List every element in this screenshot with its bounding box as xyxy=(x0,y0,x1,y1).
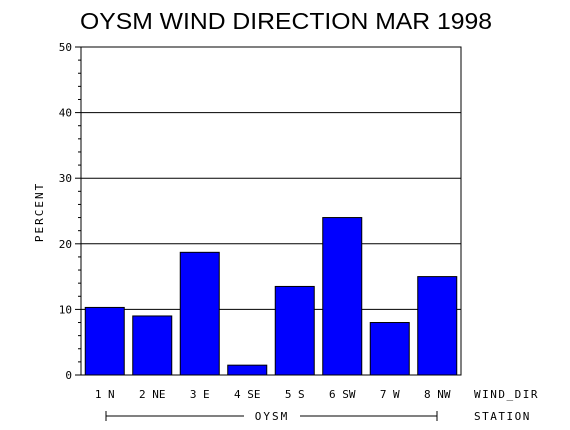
bar-3-e xyxy=(179,251,220,376)
x-tick-label: 1 N xyxy=(95,388,115,401)
x-tick-label: 6 SW xyxy=(329,388,356,401)
x-tick-label: 3 E xyxy=(190,388,210,401)
bar-5-s xyxy=(274,285,315,376)
chart-title: OYSM WIND DIRECTION MAR 1998 xyxy=(80,8,492,34)
bar-6-sw xyxy=(322,217,363,376)
y-tick-label: 50 xyxy=(59,41,72,54)
x-axis-label: WIND_DIR xyxy=(474,388,539,401)
bar-2-ne xyxy=(132,315,173,376)
bar-8-nw xyxy=(417,276,458,376)
x-tick-labels: 1 N 2 NE 3 E 4 SE 5 S 6 SW 7 W 8 NW xyxy=(95,388,451,401)
gridlines xyxy=(81,46,461,310)
bar-1-n xyxy=(84,306,125,376)
station-name: OYSM xyxy=(255,410,290,423)
y-tick-label: 10 xyxy=(59,303,72,316)
x-tick-label: 8 NW xyxy=(424,388,451,401)
x-tick-label: 7 W xyxy=(380,388,400,401)
bars xyxy=(84,217,458,376)
plot-frame xyxy=(80,46,462,376)
bar-7-w xyxy=(369,322,410,376)
y-tick-label: 20 xyxy=(59,238,72,251)
y-tick-label: 30 xyxy=(59,172,72,185)
x-tick-label: 4 SE xyxy=(234,388,261,401)
y-axis-ticks xyxy=(75,46,81,376)
y-axis-label: PERCENT xyxy=(33,182,46,242)
x-tick-label: 5 S xyxy=(285,388,305,401)
x-tick-label: 2 NE xyxy=(139,388,166,401)
station-bracket xyxy=(105,411,438,421)
station-axis-label: STATION xyxy=(474,410,531,423)
y-tick-labels: 0 10 20 30 40 50 xyxy=(59,41,72,382)
y-tick-label: 40 xyxy=(59,107,72,120)
bar-4-se xyxy=(227,364,268,376)
y-tick-label: 0 xyxy=(65,369,72,382)
